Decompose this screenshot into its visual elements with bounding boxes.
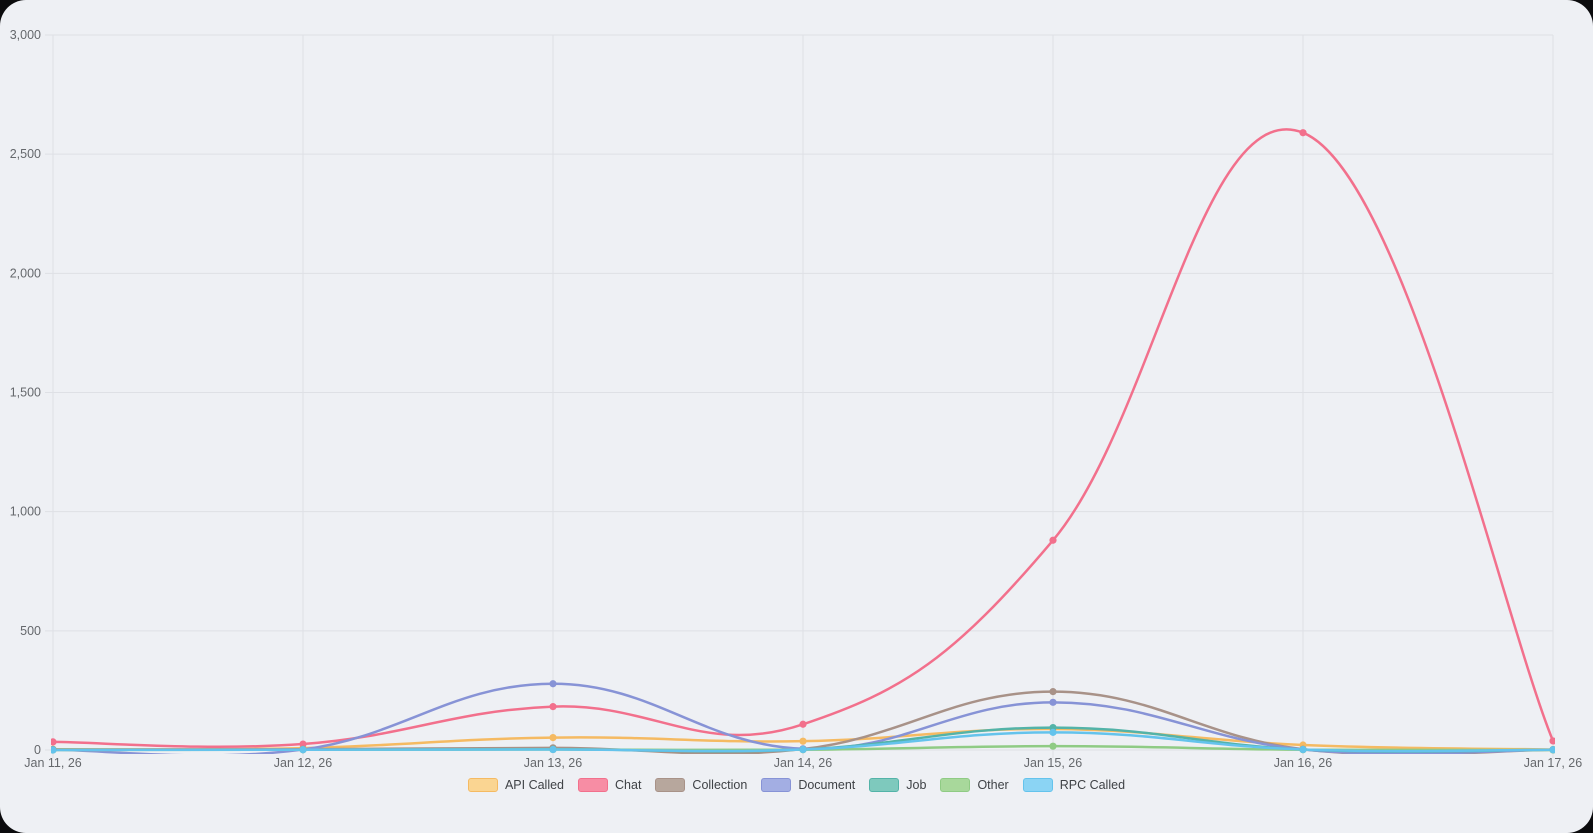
data-point-document xyxy=(1049,698,1057,706)
y-axis-tick-label: 3,000 xyxy=(10,28,41,42)
y-axis-tick-label: 500 xyxy=(20,624,41,638)
legend-item-chat[interactable]: Chat xyxy=(578,778,641,792)
data-point-rpc-called xyxy=(299,746,307,754)
x-axis-tick-label: Jan 12, 26 xyxy=(274,756,332,770)
x-axis-tick-label: Jan 14, 26 xyxy=(774,756,832,770)
data-point-rpc-called xyxy=(549,745,557,754)
data-point-api-called xyxy=(799,737,807,745)
legend-item-job[interactable]: Job xyxy=(869,778,926,792)
legend-label: Other xyxy=(977,778,1009,792)
y-axis-tick-label: 2,500 xyxy=(10,147,41,161)
data-point-rpc-called xyxy=(799,745,807,754)
legend-item-other[interactable]: Other xyxy=(940,778,1009,792)
data-point-api-called xyxy=(549,734,557,742)
chart-legend: API Called Chat Collection Document Job Other… xyxy=(0,773,1593,797)
legend-item-rpc-called[interactable]: RPC Called xyxy=(1022,778,1126,792)
legend-item-api-called[interactable]: API Called xyxy=(467,778,565,792)
legend-swatch-icon xyxy=(940,778,971,792)
data-point-chat xyxy=(299,740,307,748)
legend-swatch-icon xyxy=(1022,778,1053,792)
data-point-rpc-called xyxy=(1049,728,1057,736)
legend-label: API Called xyxy=(504,778,565,792)
x-axis-tick-label: Jan 15, 26 xyxy=(1024,756,1082,770)
x-axis-tick-label: Jan 16, 26 xyxy=(1274,756,1332,770)
data-point-rpc-called xyxy=(1549,746,1555,754)
y-axis-tick-label: 1,500 xyxy=(10,386,41,400)
x-axis-tick-label: Jan 11, 26 xyxy=(24,756,82,770)
x-axis-tick-label: Jan 13, 26 xyxy=(524,756,582,770)
legend-label: RPC Called xyxy=(1059,778,1126,792)
data-point-chat xyxy=(549,703,557,711)
data-point-chat xyxy=(1049,536,1057,544)
y-axis-tick-label: 2,000 xyxy=(10,266,41,280)
y-axis-tick-label: 1,000 xyxy=(10,505,41,519)
legend-swatch-icon xyxy=(655,778,686,792)
legend-swatch-icon xyxy=(869,778,900,792)
data-point-collection xyxy=(1049,688,1057,696)
legend-label: Job xyxy=(906,778,927,792)
legend-label: Document xyxy=(798,778,856,792)
legend-item-collection[interactable]: Collection xyxy=(655,778,747,792)
x-axis-tick-label: Jan 17, 26 xyxy=(1524,756,1582,770)
data-point-chat xyxy=(1549,737,1555,745)
legend-label: Chat xyxy=(615,778,642,792)
legend-swatch-icon xyxy=(467,778,498,792)
data-point-rpc-called xyxy=(1299,745,1307,754)
data-point-chat xyxy=(1299,129,1307,137)
data-point-rpc-called xyxy=(51,746,57,754)
data-point-document xyxy=(549,680,557,688)
legend-label: Collection xyxy=(692,778,748,792)
y-axis-tick-label: 0 xyxy=(34,743,41,757)
data-point-chat xyxy=(799,720,807,728)
data-point-chat xyxy=(51,738,57,746)
legend-swatch-icon xyxy=(761,778,792,792)
legend-item-document[interactable]: Document xyxy=(761,778,855,792)
legend-swatch-icon xyxy=(578,778,609,792)
data-point-other xyxy=(1049,742,1057,750)
